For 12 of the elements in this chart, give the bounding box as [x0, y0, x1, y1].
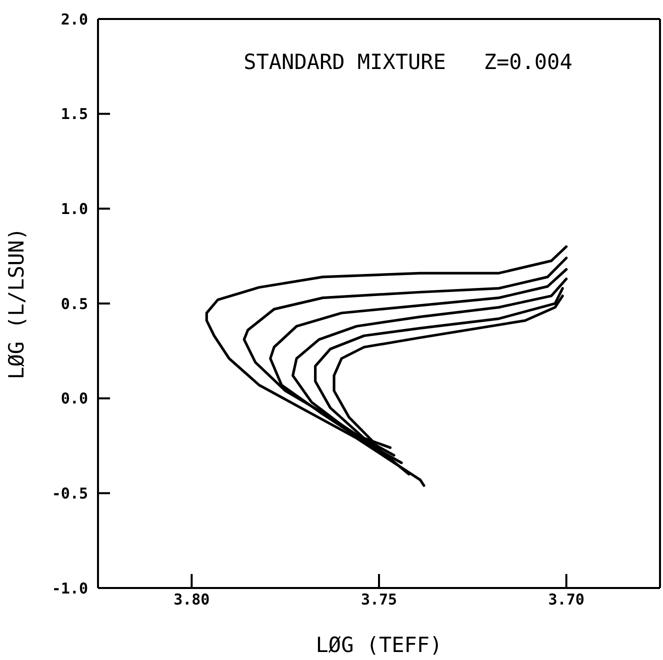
y-tick-label: 1.5: [60, 105, 88, 124]
y-tick-label: -1.0: [52, 579, 88, 598]
x-tick-label: 3.70: [548, 590, 584, 609]
x-tick-label: 3.80: [174, 590, 210, 609]
y-tick-label: 2.0: [60, 10, 88, 28]
y-tick-label: 0.0: [60, 390, 88, 408]
x-axis-title: LØG (TEFF): [316, 633, 442, 657]
text: STANDARD MIXTURE Z=0.004: [242, 50, 574, 74]
x-tick-label: 3.75: [360, 590, 398, 609]
y-tick-label: -0.5: [52, 484, 88, 502]
y-tick-label: 1.0: [60, 200, 88, 218]
y-tick-label: 0.5: [60, 294, 88, 313]
